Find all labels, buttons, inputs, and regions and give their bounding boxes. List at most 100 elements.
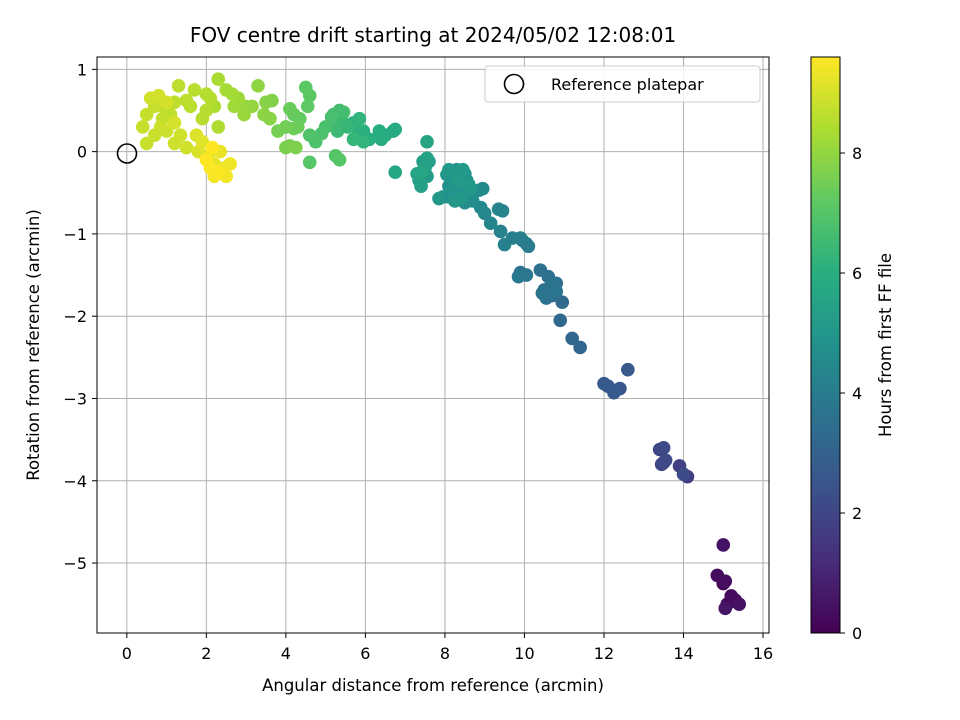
data-point [511,269,526,284]
data-point [491,202,506,217]
data-point [352,111,367,126]
data-point [279,140,293,155]
data-point [676,467,691,481]
data-point [324,110,339,124]
data-point [414,179,428,193]
x-tick-label: 16 [753,644,773,663]
y-tick-label: 1 [77,60,87,79]
data-point [159,95,174,110]
x-tick-label: 12 [594,644,614,663]
data-point [656,441,671,455]
data-point [259,95,273,110]
data-point [302,155,317,170]
data-point [195,134,210,149]
y-tick-label: −4 [63,472,87,491]
reference-point-marker [116,143,138,164]
colorbar: 0 2 4 6 8 Hours from first FF file [810,56,895,643]
data-point [553,313,568,328]
data-point [597,376,611,391]
data-point [179,140,194,155]
data-point [535,286,550,300]
legend-marker [503,73,525,95]
y-tick-label: 0 [77,143,87,162]
y-axis-ticks: 1 0 −1 −2 −3 −4 −5 [63,60,97,573]
data-point [716,538,731,552]
data-point [565,331,579,346]
data-point [718,601,733,616]
data-point [211,120,226,134]
data-point [533,263,548,277]
data-point [179,93,194,108]
x-tick-label: 8 [440,644,450,663]
data-point [167,116,182,130]
data-point [300,99,315,114]
data-point [251,79,265,93]
data-point [456,162,470,177]
data-point [223,157,238,171]
data-point [432,191,446,206]
data-point [420,151,434,166]
colorbar-tick-label: 0 [852,624,862,643]
chart-title: FOV centre drift starting at 2024/05/02 … [190,23,676,47]
x-tick-label: 14 [673,644,693,663]
x-axis-ticks: 0 2 4 6 8 10 12 14 16 [122,633,773,663]
data-point [139,107,154,122]
data-point [555,295,570,310]
data-point [493,224,508,239]
data-point [195,111,210,126]
data-point [211,72,226,87]
data-point [732,597,746,611]
data-point [718,574,733,588]
colorbar-tick-label: 8 [852,144,862,163]
data-point [609,383,623,398]
data-point [302,128,317,142]
data-point [450,173,464,188]
data-point [283,102,297,116]
legend: Reference platepar [484,65,761,103]
colorbar-tick-label: 2 [852,504,862,523]
x-axis-label: Angular distance from reference (arcmin) [262,676,604,695]
y-tick-label: −5 [63,554,87,573]
data-point [219,83,234,97]
data-point [227,99,241,114]
data-point [205,140,220,155]
data-point [171,79,186,93]
data-point [187,83,202,97]
data-point [442,162,456,177]
data-point [199,153,214,167]
data-point [549,284,564,299]
data-point [346,132,361,147]
data-point [332,153,347,167]
y-tick-label: −3 [63,389,87,408]
x-tick-label: 4 [281,644,291,663]
data-point [461,177,476,192]
data-point [289,140,303,155]
data-point [298,80,313,95]
data-point [388,165,403,179]
data-point [237,107,251,122]
x-tick-label: 0 [122,644,132,663]
data-point [573,340,587,355]
data-point [388,122,403,137]
x-tick-label: 10 [514,644,534,663]
data-point [135,120,150,134]
y-tick-label: −2 [63,307,87,326]
x-tick-label: 2 [201,644,211,663]
colorbar-gradient [810,56,841,634]
data-point [173,128,188,142]
colorbar-label: Hours from first FF file [876,253,895,437]
data-point [414,165,428,179]
x-tick-label: 6 [360,644,370,663]
data-point [658,453,673,468]
data-point [448,194,462,208]
data-point [257,107,271,122]
legend-label: Reference platepar [551,75,704,94]
data-point [621,362,635,377]
data-point [420,134,434,149]
plot-frame [96,56,770,634]
colorbar-tick-label: 4 [852,384,862,403]
data-point [483,216,498,231]
data-point [374,132,389,147]
data-points [135,72,746,616]
